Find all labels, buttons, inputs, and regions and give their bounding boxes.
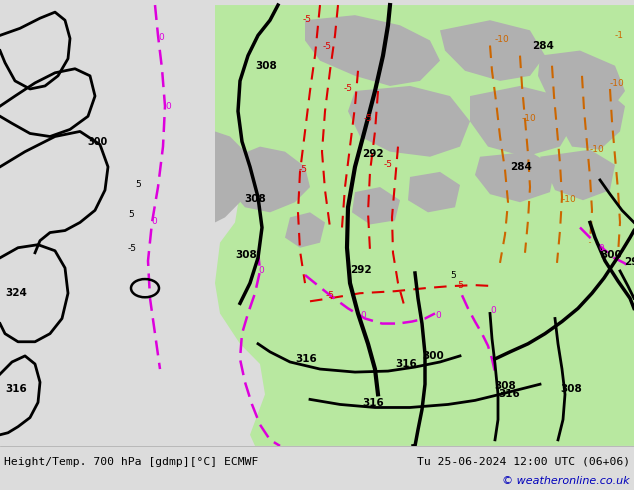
Polygon shape bbox=[538, 50, 625, 116]
Text: -10: -10 bbox=[562, 195, 577, 204]
Text: -1: -1 bbox=[615, 31, 624, 40]
Text: -5: -5 bbox=[302, 15, 311, 24]
Polygon shape bbox=[285, 212, 325, 248]
Text: -10: -10 bbox=[590, 145, 605, 154]
Text: © weatheronline.co.uk: © weatheronline.co.uk bbox=[502, 476, 630, 486]
Text: 308: 308 bbox=[244, 194, 266, 204]
Text: 300: 300 bbox=[87, 137, 107, 147]
Polygon shape bbox=[215, 5, 634, 446]
Text: 0: 0 bbox=[258, 266, 264, 275]
Polygon shape bbox=[558, 89, 625, 149]
Polygon shape bbox=[352, 187, 400, 224]
Text: 5: 5 bbox=[128, 210, 134, 220]
Text: 316: 316 bbox=[498, 390, 520, 399]
Text: 316: 316 bbox=[5, 384, 27, 394]
Polygon shape bbox=[0, 0, 215, 446]
Text: 316: 316 bbox=[362, 398, 384, 409]
Text: -5: -5 bbox=[455, 281, 465, 290]
Polygon shape bbox=[475, 152, 555, 202]
Text: 292: 292 bbox=[350, 265, 372, 275]
Polygon shape bbox=[232, 147, 310, 212]
Text: 0: 0 bbox=[435, 312, 441, 320]
Polygon shape bbox=[408, 172, 460, 212]
Text: 0: 0 bbox=[360, 312, 366, 320]
Polygon shape bbox=[215, 131, 248, 222]
Text: 308: 308 bbox=[560, 384, 582, 394]
Text: -10: -10 bbox=[610, 79, 624, 88]
Text: 308: 308 bbox=[255, 61, 277, 71]
Text: 5: 5 bbox=[135, 180, 141, 189]
Text: 0: 0 bbox=[165, 102, 171, 111]
Text: -10: -10 bbox=[495, 35, 510, 45]
Text: -5: -5 bbox=[323, 42, 332, 50]
Text: 0: 0 bbox=[158, 33, 164, 43]
Text: 292: 292 bbox=[362, 149, 384, 159]
Text: 0: 0 bbox=[151, 218, 157, 226]
Text: 284: 284 bbox=[510, 162, 532, 172]
Polygon shape bbox=[540, 149, 615, 200]
Text: Height/Temp. 700 hPa [gdmp][°C] ECMWF: Height/Temp. 700 hPa [gdmp][°C] ECMWF bbox=[4, 457, 259, 467]
Text: 5: 5 bbox=[450, 271, 456, 280]
Text: 292: 292 bbox=[624, 257, 634, 267]
Text: Tu 25-06-2024 12:00 UTC (06+06): Tu 25-06-2024 12:00 UTC (06+06) bbox=[417, 457, 630, 467]
Text: 308: 308 bbox=[494, 381, 515, 392]
Text: 308: 308 bbox=[235, 250, 257, 260]
Polygon shape bbox=[348, 86, 470, 157]
Text: 0: 0 bbox=[490, 306, 496, 316]
Text: -5: -5 bbox=[299, 165, 307, 174]
Text: 316: 316 bbox=[395, 359, 417, 369]
Text: -10: -10 bbox=[522, 114, 537, 123]
Text: 300: 300 bbox=[422, 351, 444, 361]
Polygon shape bbox=[440, 20, 545, 81]
Text: 300: 300 bbox=[600, 250, 622, 260]
Text: -5: -5 bbox=[128, 244, 137, 253]
Text: 324: 324 bbox=[5, 288, 27, 298]
Text: 0: 0 bbox=[598, 244, 604, 253]
Text: -5: -5 bbox=[384, 160, 392, 169]
Text: -5: -5 bbox=[344, 84, 353, 93]
Text: 284: 284 bbox=[532, 41, 554, 50]
Text: 316: 316 bbox=[295, 354, 317, 364]
Text: -5: -5 bbox=[325, 291, 335, 300]
Polygon shape bbox=[305, 15, 440, 86]
Text: -5: -5 bbox=[363, 114, 373, 123]
Polygon shape bbox=[470, 86, 575, 157]
